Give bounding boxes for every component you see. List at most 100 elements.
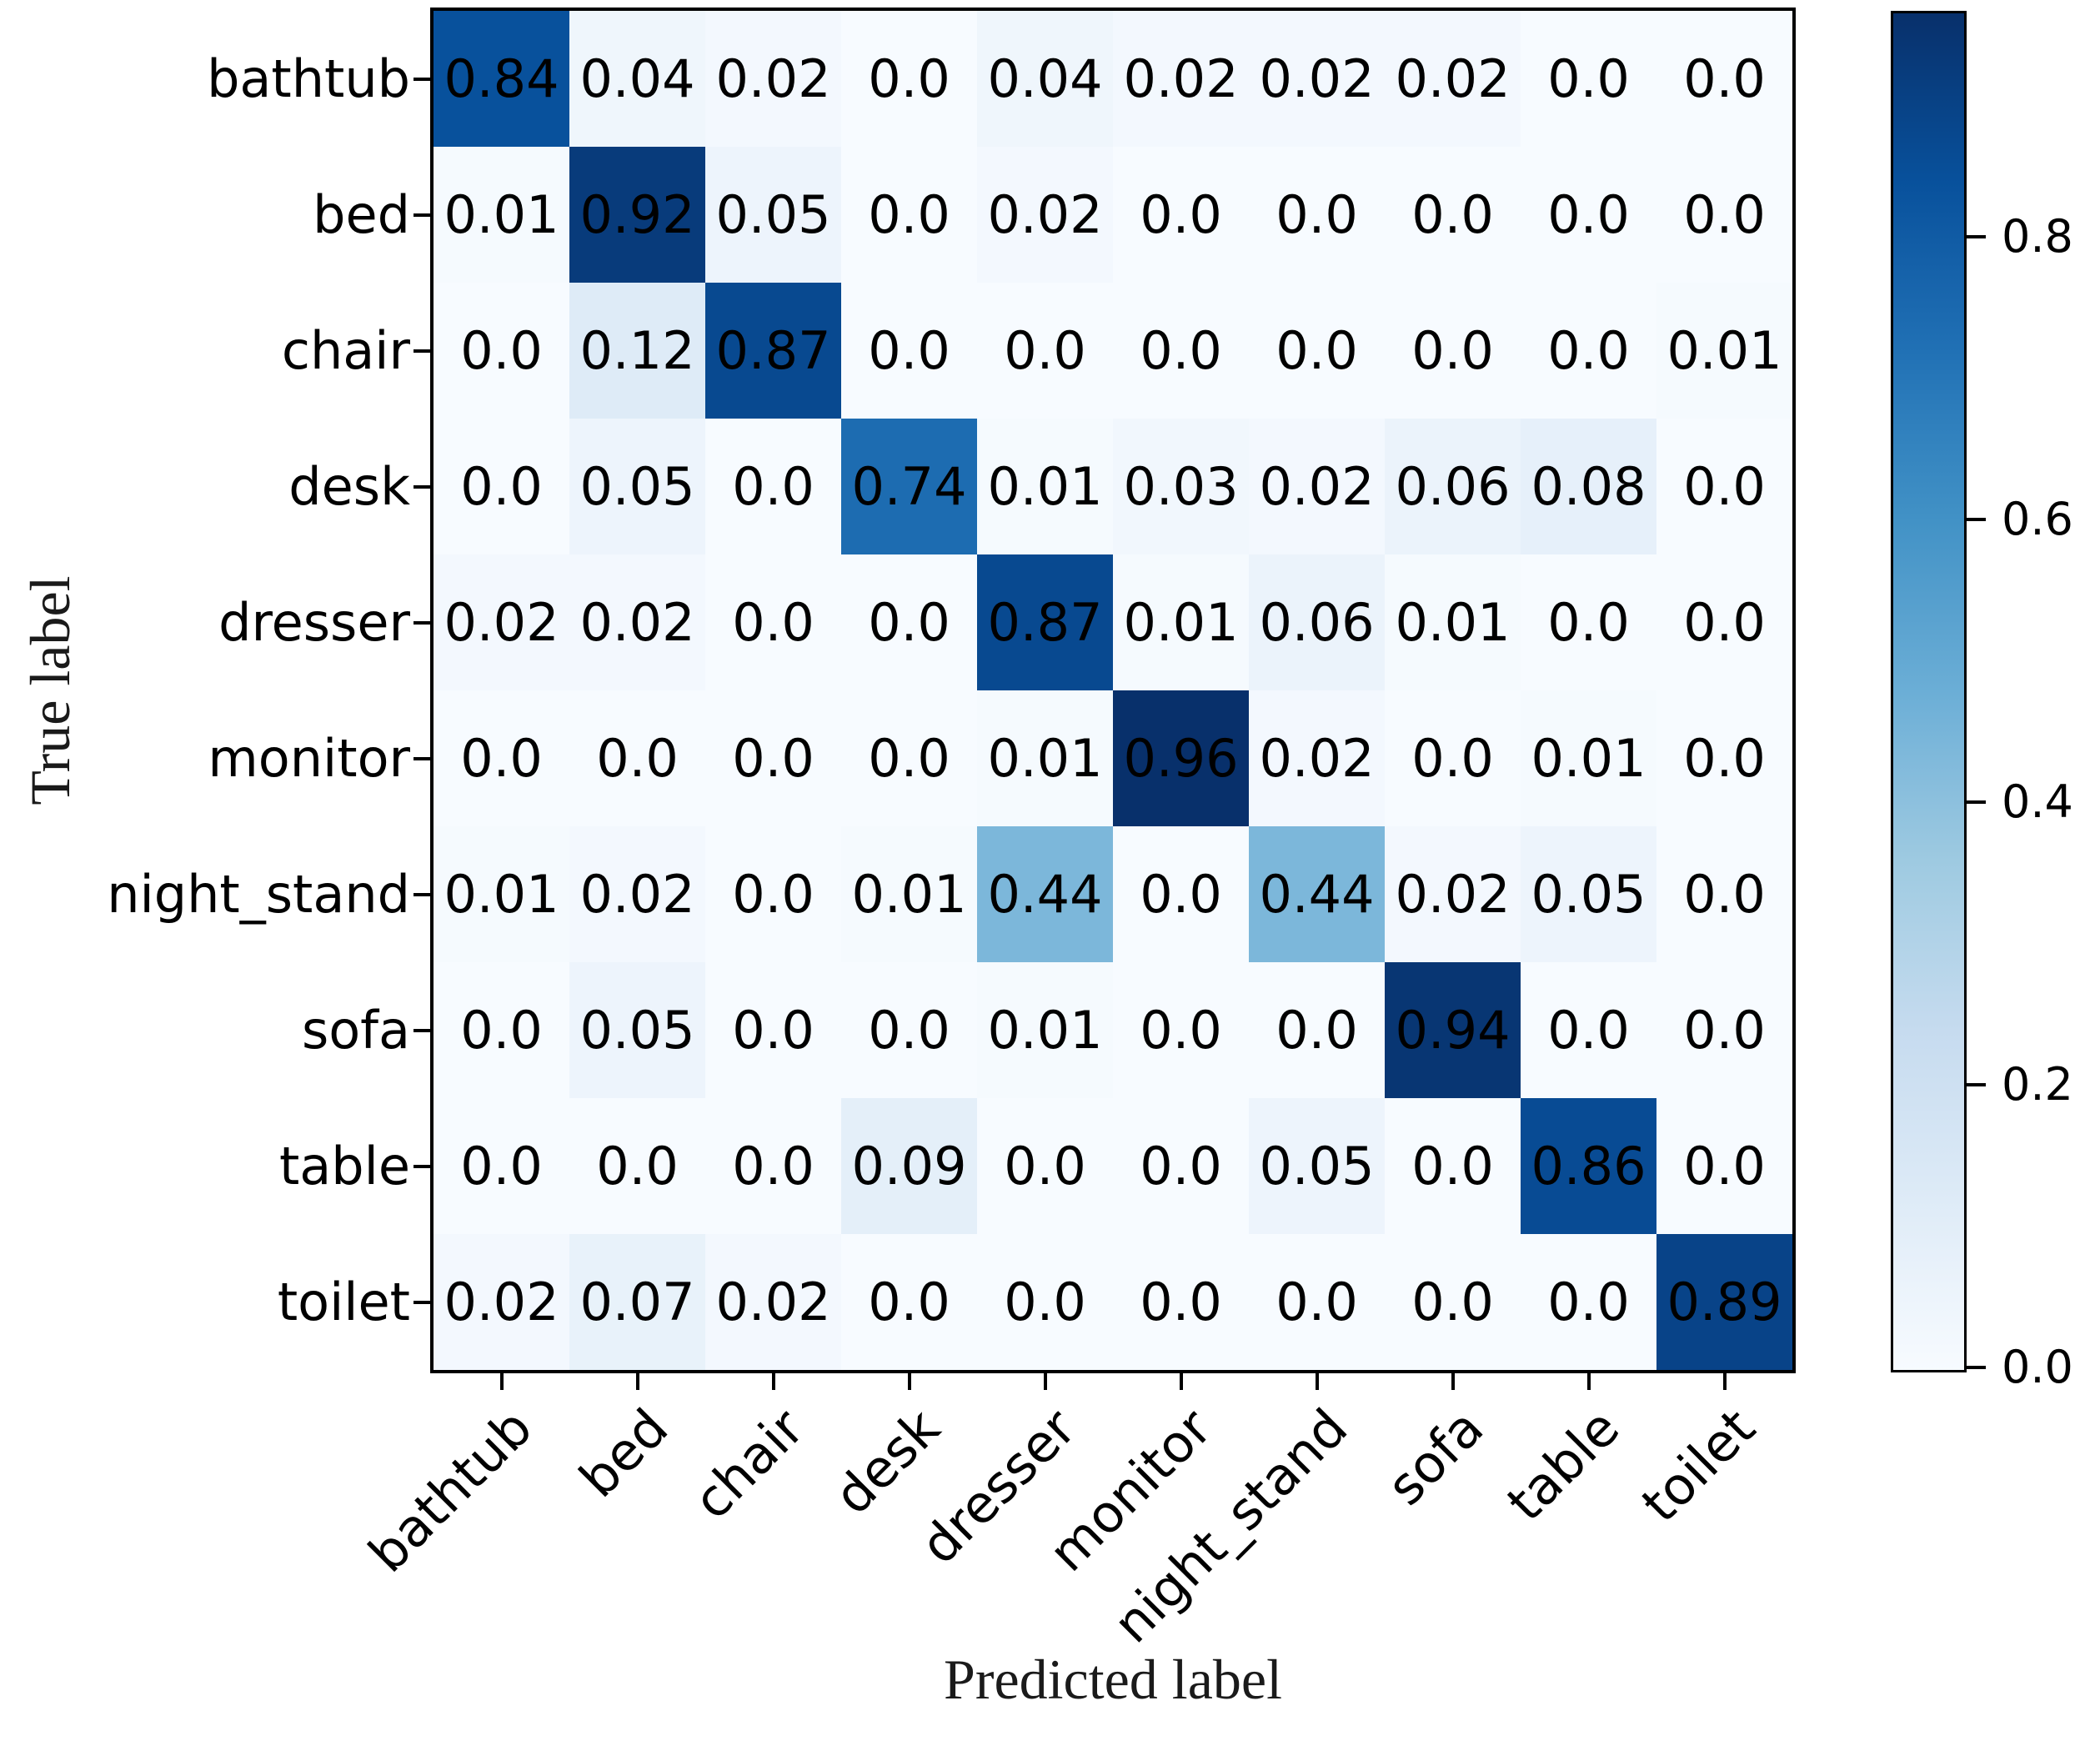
y-tick <box>413 1300 434 1304</box>
heatmap-cell: 0.0 <box>705 554 841 690</box>
y-tick <box>413 1028 434 1032</box>
heatmap-cell: 0.86 <box>1521 1098 1656 1234</box>
heatmap-cell: 0.12 <box>569 283 705 419</box>
y-tick-label: toilet <box>277 1271 410 1332</box>
heatmap-cell: 0.96 <box>1113 690 1249 826</box>
heatmap-cell: 0.0 <box>434 962 569 1098</box>
heatmap-cell: 0.0 <box>977 1098 1113 1234</box>
heatmap-cell: 0.87 <box>705 283 841 419</box>
y-tick-label: chair <box>281 319 410 381</box>
heatmap-cell: 0.0 <box>1385 1234 1521 1370</box>
heatmap-cell: 0.02 <box>1249 419 1385 554</box>
heatmap-cell: 0.01 <box>434 826 569 962</box>
heatmap-cell: 0.02 <box>1113 11 1249 147</box>
heatmap-cell: 0.0 <box>1521 11 1656 147</box>
heatmap-cell: 0.01 <box>1656 283 1792 419</box>
heatmap-cell: 0.0 <box>705 962 841 1098</box>
heatmap-cell: 0.06 <box>1249 554 1385 690</box>
heatmap-cell: 0.08 <box>1521 419 1656 554</box>
heatmap-cell: 0.0 <box>569 690 705 826</box>
colorbar-tick <box>1964 1083 1986 1087</box>
colorbar-tick-label: 0.0 <box>2002 1341 2073 1393</box>
heatmap-cell: 0.0 <box>841 690 977 826</box>
heatmap-cell: 0.01 <box>1113 554 1249 690</box>
heatmap-cell: 0.05 <box>705 147 841 283</box>
heatmap-cell: 0.02 <box>434 554 569 690</box>
heatmap-cell: 0.0 <box>705 1098 841 1234</box>
heatmap-cell: 0.02 <box>705 11 841 147</box>
y-axis-title: True label <box>18 575 82 805</box>
heatmap-cell: 0.05 <box>1521 826 1656 962</box>
heatmap-cell: 0.0 <box>1656 962 1792 1098</box>
x-tick <box>635 1370 639 1390</box>
heatmap-cell: 0.05 <box>1249 1098 1385 1234</box>
heatmap-cell: 0.0 <box>434 419 569 554</box>
y-tick <box>413 620 434 625</box>
heatmap-cell: 0.92 <box>569 147 705 283</box>
x-tick <box>499 1370 504 1390</box>
colorbar-tick-label: 0.4 <box>2002 775 2073 829</box>
heatmap-cell: 0.0 <box>977 1234 1113 1370</box>
heatmap-cell: 0.0 <box>1385 1098 1521 1234</box>
heatmap-cell: 0.01 <box>977 962 1113 1098</box>
heatmap-cell: 0.87 <box>977 554 1113 690</box>
heatmap-cell: 0.0 <box>434 1098 569 1234</box>
y-tick-label: monitor <box>208 727 410 789</box>
heatmap-cell: 0.0 <box>1656 826 1792 962</box>
heatmap-cell: 0.0 <box>841 147 977 283</box>
colorbar-tick-label: 0.2 <box>2002 1058 2073 1111</box>
y-tick <box>413 349 434 353</box>
heatmap-cell: 0.44 <box>977 826 1113 962</box>
colorbar-tick <box>1964 1366 1986 1369</box>
heatmap-cell: 0.0 <box>1521 283 1656 419</box>
y-tick <box>413 213 434 217</box>
heatmap-cell: 0.02 <box>977 147 1113 283</box>
y-tick-label: bed <box>313 183 410 245</box>
y-tick <box>413 77 434 81</box>
colorbar-tick-label: 0.8 <box>2002 210 2073 263</box>
heatmap-cell: 0.0 <box>1521 147 1656 283</box>
y-tick-label: desk <box>288 455 410 517</box>
heatmap-cell: 0.07 <box>569 1234 705 1370</box>
y-tick-label: night_stand <box>107 863 410 925</box>
heatmap-cell: 0.0 <box>1656 147 1792 283</box>
heatmap-cell: 0.84 <box>434 11 569 147</box>
heatmap-cell: 0.0 <box>977 283 1113 419</box>
heatmap-cell: 0.02 <box>434 1234 569 1370</box>
heatmap-cell: 0.94 <box>1385 962 1521 1098</box>
y-tick-label: dresser <box>218 591 410 653</box>
heatmap-cell: 0.0 <box>1521 554 1656 690</box>
heatmap-cell: 0.02 <box>705 1234 841 1370</box>
heatmap-cell: 0.0 <box>1113 962 1249 1098</box>
heatmap-cell: 0.01 <box>434 147 569 283</box>
heatmap-cell: 0.06 <box>1385 419 1521 554</box>
heatmap-cell: 0.0 <box>1113 283 1249 419</box>
y-tick <box>413 1164 434 1168</box>
heatmap-cell: 0.89 <box>1656 1234 1792 1370</box>
heatmap-cell: 0.02 <box>1249 11 1385 147</box>
heatmap-cell: 0.0 <box>1113 826 1249 962</box>
heatmap-cell: 0.0 <box>1113 1234 1249 1370</box>
x-axis-title: Predicted label <box>944 1648 1282 1711</box>
heatmap-cell: 0.0 <box>1521 1234 1656 1370</box>
heatmap-cell: 0.02 <box>1249 690 1385 826</box>
heatmap-cell: 0.0 <box>1656 554 1792 690</box>
heatmap-cell: 0.0 <box>1249 962 1385 1098</box>
heatmap-cell: 0.0 <box>1113 1098 1249 1234</box>
y-tick <box>413 892 434 896</box>
colorbar-tick <box>1964 518 1986 522</box>
heatmap-cell: 0.0 <box>1113 147 1249 283</box>
heatmap-cell: 0.09 <box>841 1098 977 1234</box>
heatmap-cell: 0.0 <box>841 554 977 690</box>
heatmap-cell: 0.0 <box>1385 283 1521 419</box>
heatmap-cell: 0.01 <box>1521 690 1656 826</box>
x-tick <box>1451 1370 1455 1390</box>
x-tick <box>771 1370 775 1390</box>
heatmap-cell: 0.02 <box>1385 11 1521 147</box>
heatmap-cell: 0.74 <box>841 419 977 554</box>
x-tick <box>907 1370 911 1390</box>
heatmap-cell: 0.0 <box>705 419 841 554</box>
heatmap-cell: 0.0 <box>705 690 841 826</box>
heatmap-cell: 0.0 <box>841 283 977 419</box>
colorbar-tick-label: 0.6 <box>2002 493 2073 546</box>
